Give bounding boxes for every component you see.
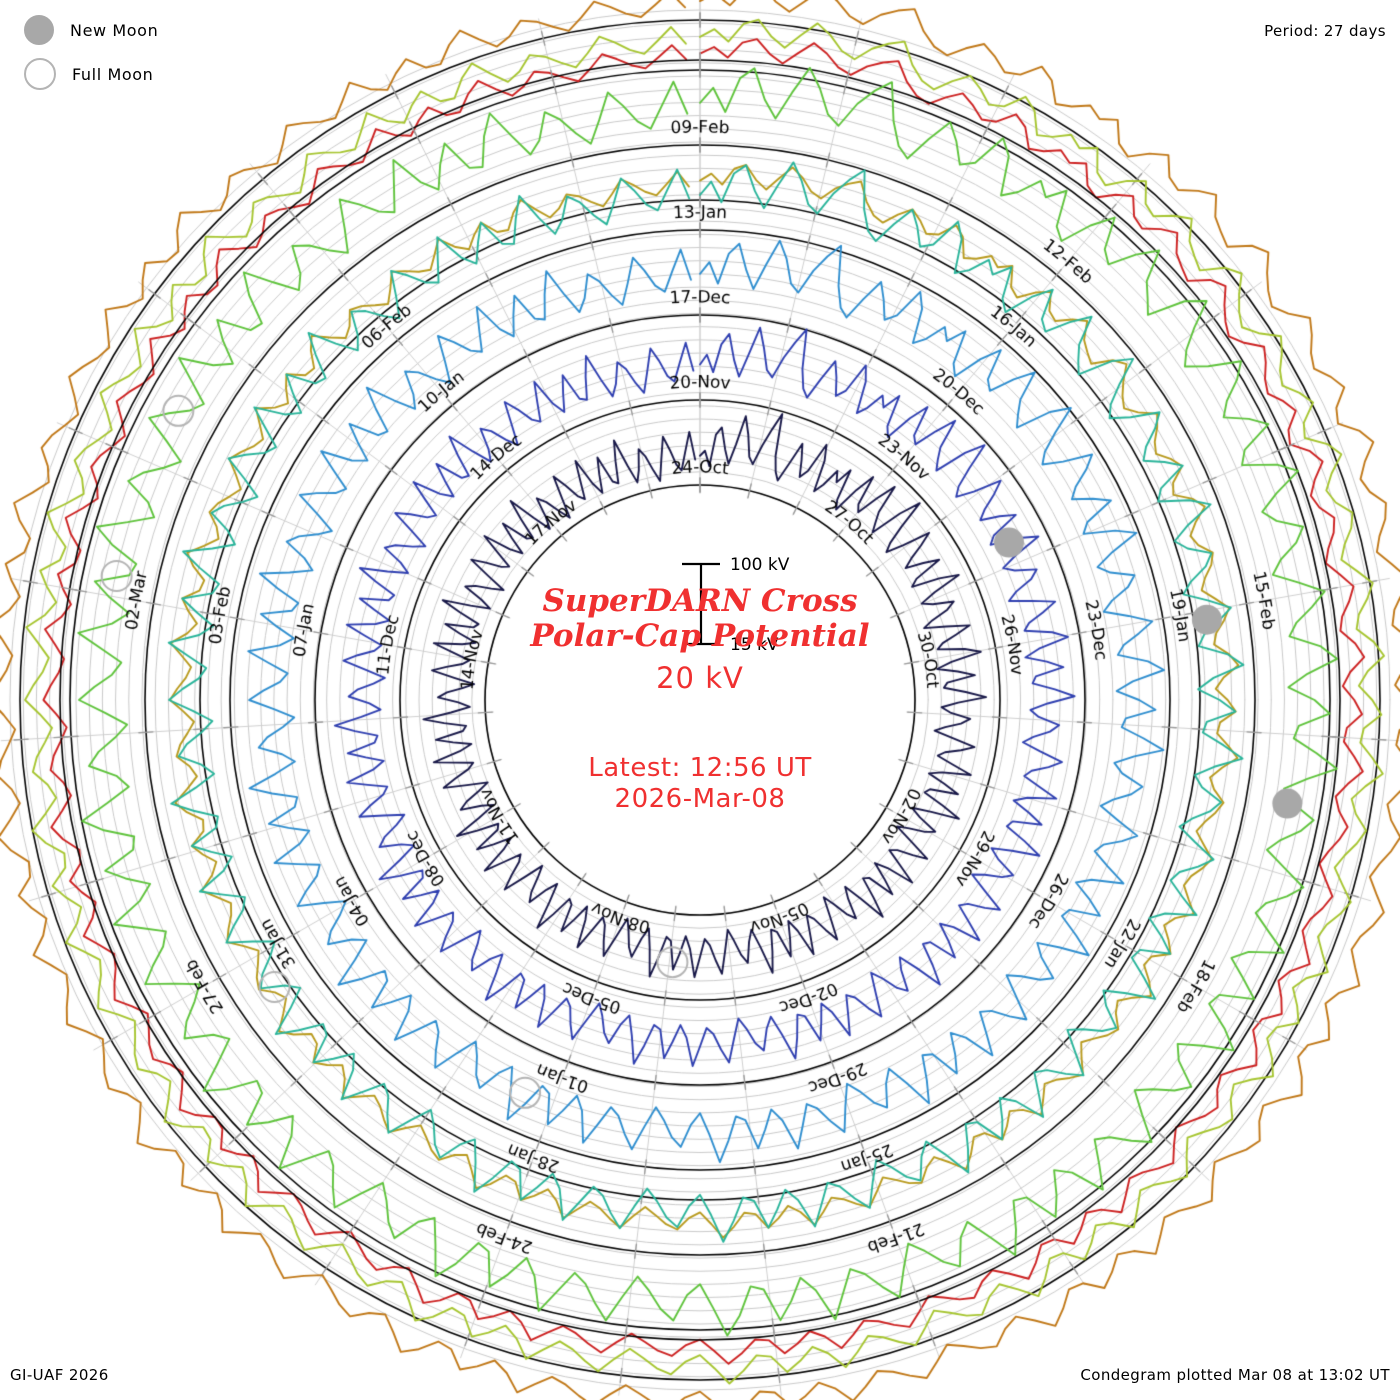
scale-bar: 100 kV 15 kV — [672, 556, 872, 652]
legend-label-full-moon: Full Moon — [72, 64, 154, 84]
scale-min-label: 15 kV — [730, 635, 779, 652]
legend-item-new-moon: New Moon — [24, 8, 284, 52]
period-label: Period: 27 days — [1264, 22, 1386, 40]
plotted-timestamp-label: Condegram plotted Mar 08 at 13:02 UT — [1080, 1366, 1390, 1384]
legend-item-full-moon: Full Moon — [24, 52, 284, 96]
moon-phase-legend: New Moon Full Moon — [24, 8, 284, 96]
full-moon-icon — [24, 58, 56, 90]
scale-max-label: 100 kV — [730, 556, 790, 575]
new-moon-icon — [24, 15, 54, 45]
credit-label: GI-UAF 2026 — [10, 1366, 109, 1384]
legend-label-new-moon: New Moon — [70, 20, 159, 40]
